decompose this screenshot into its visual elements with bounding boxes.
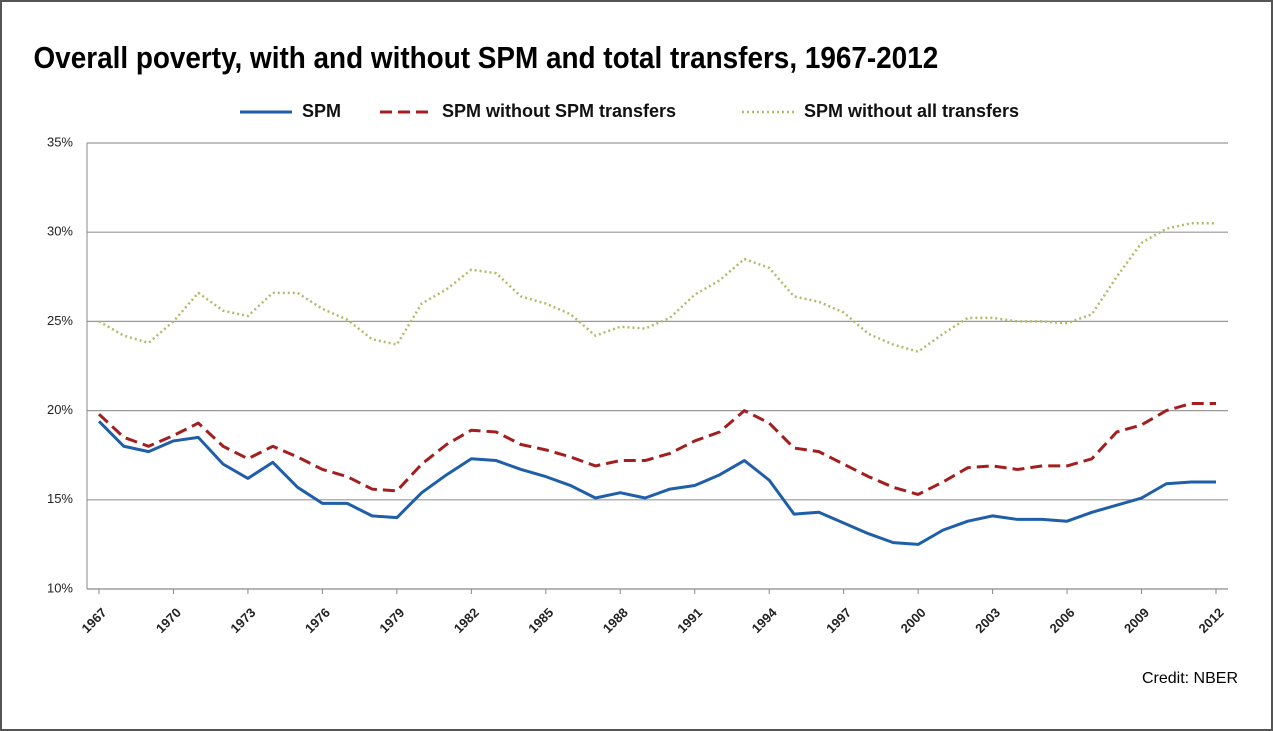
x-tick-label: 1988: [600, 605, 631, 636]
legend-label: SPM without SPM transfers: [442, 101, 676, 121]
y-tick-label: 15%: [47, 491, 73, 506]
x-tick-label: 1976: [302, 605, 333, 636]
x-tick-label: 2000: [898, 605, 929, 636]
legend-label: SPM without all transfers: [804, 101, 1019, 121]
y-tick-label: 35%: [47, 134, 73, 149]
credit: Credit: NBER: [1142, 670, 1238, 687]
series-line: [98, 222, 1216, 353]
x-tick-label: 1994: [749, 604, 781, 636]
x-tick-label: 2012: [1195, 605, 1226, 636]
x-tick-label: 2003: [972, 605, 1003, 636]
x-tick-label: 1991: [674, 605, 705, 636]
y-tick-label: 25%: [47, 313, 73, 328]
y-tick-label: 30%: [47, 224, 73, 239]
x-tick-label: 2006: [1047, 605, 1078, 636]
x-tick-label: 1979: [376, 605, 407, 636]
x-tick-label: 1985: [525, 605, 556, 636]
x-tick-label: 1970: [153, 605, 184, 636]
x-tick-label: 2009: [1121, 605, 1152, 636]
legend-label: SPM: [302, 101, 341, 121]
x-tick-label: 1982: [451, 605, 482, 636]
y-tick-label: 20%: [47, 402, 73, 417]
series-line: [97, 420, 1216, 546]
x-tick-label: 1997: [823, 605, 854, 636]
y-tick-label: 10%: [47, 580, 73, 595]
x-tick-label: 1967: [78, 605, 109, 636]
x-tick-label: 1973: [227, 605, 258, 636]
chart-title: Overall poverty, with and without SPM an…: [34, 41, 939, 76]
series-line: [97, 401, 1216, 496]
